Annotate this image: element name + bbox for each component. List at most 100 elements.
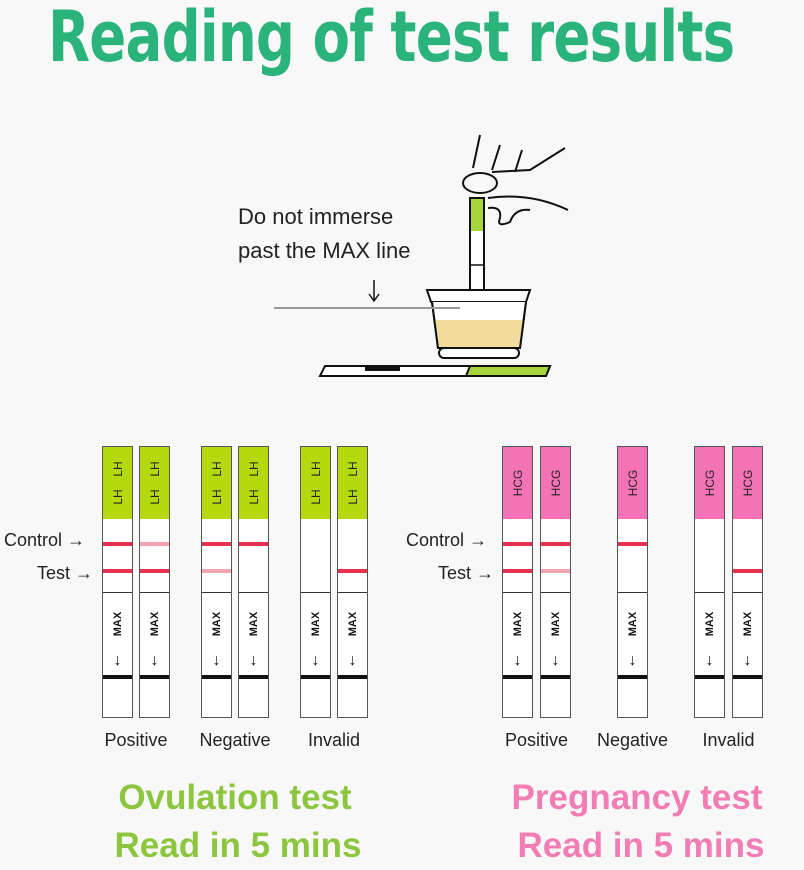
test-line <box>541 569 570 573</box>
control-line <box>503 542 532 546</box>
strip-cap: LH LH <box>301 447 330 519</box>
cup-icon <box>425 289 532 359</box>
pregnancy-invalid-strip: HCG MAX ↓ <box>732 446 763 718</box>
cap-label: HCG <box>625 469 640 497</box>
pregnancy-positive-label: Positive <box>504 730 569 750</box>
arrow-down-icon: ↓ <box>113 652 122 669</box>
max-line <box>239 675 268 679</box>
arrow-down-icon: ↓ <box>705 652 714 669</box>
cap-label: LH <box>147 489 162 505</box>
ovulation-positive-strip: LH LH MAX ↓ <box>139 446 170 718</box>
arrow-down-icon <box>368 280 380 303</box>
cap-label: LH <box>308 461 323 477</box>
max-line <box>503 675 532 679</box>
divider <box>733 592 762 593</box>
arrow-down-icon: ↓ <box>348 652 357 669</box>
arrow-down-icon: ↓ <box>150 652 159 669</box>
max-label: MAX <box>741 611 754 637</box>
divider <box>338 592 367 593</box>
test-strip-flat <box>318 365 552 377</box>
strip-cap: HCG <box>503 447 532 519</box>
max-line <box>733 675 762 679</box>
cap-label: LH <box>110 489 125 505</box>
arrow-down-icon: ↓ <box>311 652 320 669</box>
max-line <box>541 675 570 679</box>
instruction-line-1: Do not immerse <box>238 204 394 229</box>
divider <box>103 592 132 593</box>
cap-label: LH <box>147 461 162 477</box>
max-line <box>103 675 132 679</box>
test-line <box>733 569 762 573</box>
strip-cap: LH LH <box>103 447 132 519</box>
strip-cap: LH LH <box>140 447 169 519</box>
max-label: MAX <box>210 611 223 637</box>
ovulation-negative-strip: LH LH MAX ↓ <box>238 446 269 718</box>
max-label: MAX <box>148 611 161 637</box>
test-line <box>103 569 132 573</box>
ovulation-heading: Ovulation test <box>118 778 352 817</box>
max-label: MAX <box>247 611 260 637</box>
page-title: Reading of test results <box>48 0 735 78</box>
strip-cap: HCG <box>733 447 762 519</box>
control-line <box>541 542 570 546</box>
control-line <box>103 542 132 546</box>
test-label-left: Test → <box>37 563 94 583</box>
ovulation-invalid-strip: LH LH MAX ↓ <box>300 446 331 718</box>
test-label-right: Test → <box>438 563 495 583</box>
divider <box>202 592 231 593</box>
control-label-left: Control → <box>4 530 86 550</box>
arrow-down-icon: ↓ <box>628 652 637 669</box>
pregnancy-positive-strip: HCG MAX ↓ <box>502 446 533 718</box>
test-line <box>140 569 169 573</box>
ovulation-positive-label: Positive <box>104 730 168 750</box>
arrow-down-icon: ↓ <box>551 652 560 669</box>
cap-label: HCG <box>548 469 563 497</box>
strip-cap: LH LH <box>239 447 268 519</box>
max-label: MAX <box>626 611 639 637</box>
arrow-down-icon: ↓ <box>212 652 221 669</box>
cap-label: LH <box>246 461 261 477</box>
max-label: MAX <box>346 611 359 637</box>
max-label: MAX <box>309 611 322 637</box>
pregnancy-positive-strip: HCG MAX ↓ <box>540 446 571 718</box>
pregnancy-invalid-label: Invalid <box>702 730 755 750</box>
hand-icon <box>462 134 569 226</box>
cap-label: LH <box>209 489 224 505</box>
max-label: MAX <box>511 611 524 637</box>
max-label: MAX <box>703 611 716 637</box>
pregnancy-negative-label: Negative <box>596 730 669 750</box>
arrow-down-icon: ↓ <box>513 652 522 669</box>
divider <box>239 592 268 593</box>
control-label-right: Control → <box>406 530 488 550</box>
max-line <box>338 675 367 679</box>
max-line <box>618 675 647 679</box>
ovulation-positive-strip: LH LH MAX ↓ <box>102 446 133 718</box>
control-line <box>140 542 169 546</box>
cap-label: HCG <box>702 469 717 497</box>
test-line <box>338 569 367 573</box>
pregnancy-invalid-strip: HCG MAX ↓ <box>694 446 725 718</box>
max-line <box>140 675 169 679</box>
strip-cap: LH LH <box>202 447 231 519</box>
divider <box>301 592 330 593</box>
strip-cap: HCG <box>695 447 724 519</box>
ovulation-negative-label: Negative <box>199 730 271 750</box>
cap-label: HCG <box>740 469 755 497</box>
divider <box>503 592 532 593</box>
pregnancy-subheading: Read in 5 mins <box>517 826 765 865</box>
strip-cap: HCG <box>541 447 570 519</box>
strip-cap: LH LH <box>338 447 367 519</box>
divider <box>140 592 169 593</box>
max-line <box>301 675 330 679</box>
divider <box>695 592 724 593</box>
ovulation-subheading: Read in 5 mins <box>114 826 362 865</box>
max-line <box>202 675 231 679</box>
pregnancy-negative-strip: HCG MAX ↓ <box>617 446 648 718</box>
cap-label: LH <box>209 461 224 477</box>
ovulation-invalid-strip: LH LH MAX ↓ <box>337 446 368 718</box>
control-line <box>202 542 231 546</box>
divider <box>618 592 647 593</box>
test-strip-dipped <box>469 197 485 305</box>
cap-label: LH <box>308 489 323 505</box>
cap-label: LH <box>345 489 360 505</box>
